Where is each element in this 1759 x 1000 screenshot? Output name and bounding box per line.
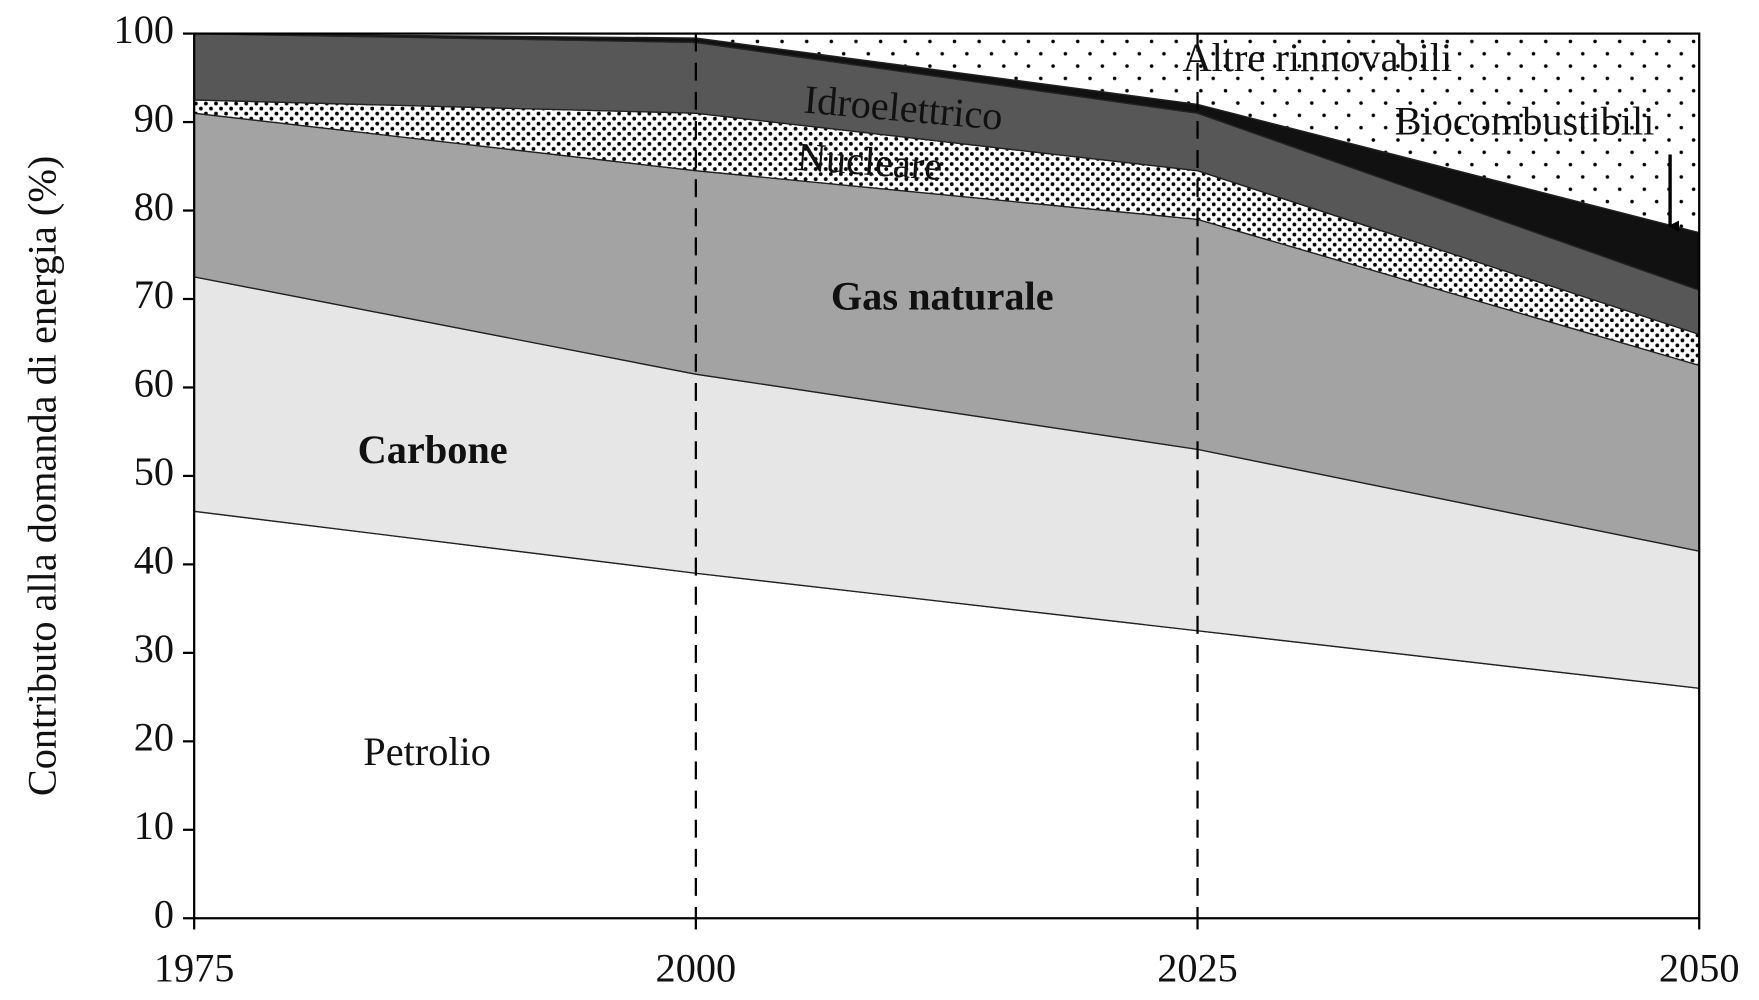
area-label: Petrolio <box>363 729 491 774</box>
x-tick-label: 2050 <box>1659 945 1740 990</box>
x-tick-label: 1975 <box>154 945 235 990</box>
x-tick-label: 2025 <box>1157 945 1238 990</box>
y-tick-label: 90 <box>134 95 174 140</box>
y-tick-label: 30 <box>134 626 174 671</box>
y-tick-label: 10 <box>134 803 174 848</box>
area-label: Carbone <box>358 427 508 472</box>
y-tick-label: 70 <box>134 272 174 317</box>
y-tick-label: 80 <box>134 184 174 229</box>
y-tick-label: 0 <box>154 892 174 937</box>
y-tick-label: 40 <box>134 538 174 583</box>
area-label: Altre rinnovabili <box>1182 35 1452 80</box>
area-label: Gas naturale <box>831 273 1054 318</box>
area-label: Nucleare <box>796 134 944 189</box>
plot-frame <box>193 32 1701 920</box>
y-tick-label: 60 <box>134 361 174 406</box>
y-axis-label: Contributo alla domanda di energia (%) <box>20 156 65 796</box>
y-tick-label: 100 <box>114 7 174 52</box>
x-tick-label: 2000 <box>656 945 737 990</box>
y-tick-label: 20 <box>134 715 174 760</box>
y-tick-label: 50 <box>134 449 174 494</box>
area-label: Biocombustibili <box>1395 99 1655 144</box>
